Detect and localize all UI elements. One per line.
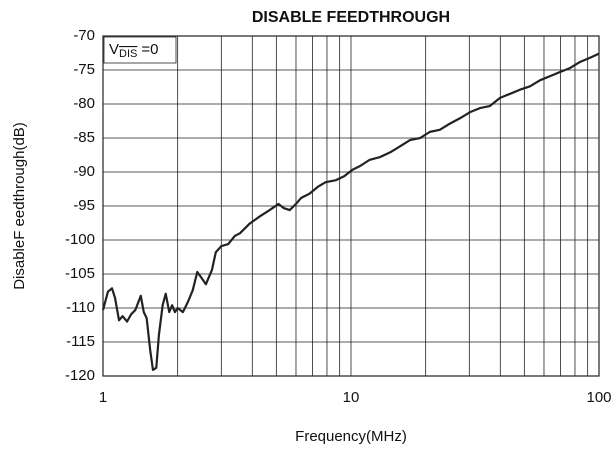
y-tick-label: -120 bbox=[65, 367, 95, 384]
y-tick-label: -70 bbox=[73, 27, 95, 44]
annotation-text: V bbox=[109, 41, 119, 58]
y-tick-label: -85 bbox=[73, 129, 95, 146]
annotation-subscript: DIS bbox=[119, 48, 137, 60]
plot-frame bbox=[102, 35, 600, 377]
y-tick-label: -90 bbox=[73, 163, 95, 180]
x-tick-label: 1 bbox=[99, 389, 107, 406]
y-tick-label: -100 bbox=[65, 231, 95, 248]
annotation: VDIS =0 bbox=[109, 41, 158, 60]
x-tick-label: 100 bbox=[586, 389, 611, 406]
data-line bbox=[101, 52, 600, 371]
y-tick-label: -110 bbox=[66, 299, 95, 316]
y-tick-label: -105 bbox=[65, 265, 95, 282]
x-axis-label: Frequency(MHz) bbox=[295, 428, 407, 445]
x-tick-label: 10 bbox=[343, 389, 360, 406]
y-tick-label: -115 bbox=[66, 333, 95, 350]
annotation-suffix: =0 bbox=[141, 41, 158, 58]
annotation-box bbox=[103, 36, 177, 64]
y-axis-label: DisableF eedthrough(dB) bbox=[11, 122, 28, 290]
chart-title: DISABLE FEEDTHROUGH bbox=[252, 9, 450, 26]
y-tick-label: -80 bbox=[73, 95, 95, 112]
y-tick-label: -95 bbox=[73, 197, 95, 214]
y-tick-label: -75 bbox=[73, 61, 95, 78]
